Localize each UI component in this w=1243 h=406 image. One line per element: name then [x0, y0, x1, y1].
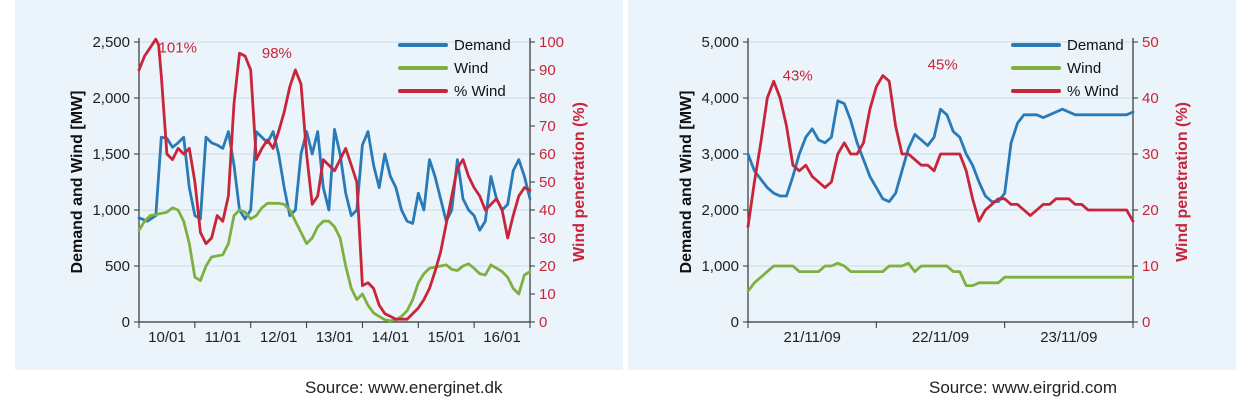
y-tick-label-right: 40 — [1142, 90, 1159, 107]
y-tick-label-right: 30 — [1142, 146, 1159, 163]
y-tick-label-right: 70 — [539, 118, 556, 135]
y-tick-label-right: 50 — [1142, 34, 1159, 51]
y-tick-label-right: 50 — [539, 174, 556, 191]
y-tick-label-left: 0 — [122, 314, 130, 331]
y-tick-label-right: 10 — [1142, 258, 1159, 275]
source-label-left: Source: www.energinet.dk — [305, 378, 503, 397]
chart-left: 0 500 1,000 1,500 2,000 2,500 0 10 20 30 40 50 60 70 8… — [69, 34, 588, 346]
y-tick-label-left: 1,000 — [92, 202, 130, 219]
x-tick-label: 14/01 — [372, 329, 410, 346]
peak-annotation: 101% — [159, 40, 197, 57]
x-tick-label: 10/01 — [148, 329, 186, 346]
x-tick-label: 13/01 — [316, 329, 354, 346]
legend-label: Demand — [1067, 37, 1124, 54]
right-series-wind-line — [746, 74, 1135, 229]
legend-label: Wind — [454, 60, 488, 77]
y-tick-label-right: 60 — [539, 146, 556, 163]
peak-annotation: 98% — [262, 45, 292, 62]
y-tick-label-right: 30 — [539, 230, 556, 247]
y-tick-label-left: 500 — [105, 258, 130, 275]
y-tick-label-right: 100 — [539, 34, 564, 51]
y-tick-label-left: 0 — [731, 314, 739, 331]
source-label-right: Source: www.eirgrid.com — [929, 378, 1118, 397]
y-tick-label-right: 10 — [539, 286, 556, 303]
y-tick-label-right: 20 — [1142, 202, 1159, 219]
x-tick-label: 23/11/09 — [1040, 329, 1097, 346]
left-series-wind-line — [137, 201, 532, 323]
legend-label: Wind — [1067, 60, 1101, 77]
y-tick-label-left: 5,000 — [701, 34, 739, 51]
legend-label: % Wind — [1067, 83, 1119, 100]
x-tick-label: 21/11/09 — [784, 329, 841, 346]
right-series-demand-line — [746, 99, 1135, 204]
y-tick-label-right: 0 — [1142, 314, 1150, 331]
y-tick-label-left: 2,500 — [92, 34, 130, 51]
x-tick-label: 16/01 — [483, 329, 521, 346]
y-axis-title-right: Wind penetration (%) — [1174, 102, 1191, 262]
y-tick-label-left: 4,000 — [701, 90, 739, 107]
y-tick-label-left: 2,000 — [92, 90, 130, 107]
chart-panel-right: 0 1,000 2,000 3,000 4,000 5,000 0 10 20 30 40 50 21/… — [628, 0, 1236, 397]
right-series-wind-line — [746, 261, 1135, 293]
y-tick-label-left: 2,000 — [701, 202, 739, 219]
y-tick-label-left: 1,500 — [92, 146, 130, 163]
chart-panel-left: 0 500 1,000 1,500 2,000 2,500 0 10 20 30 40 50 60 70 8… — [15, 0, 623, 397]
legend-label: Demand — [454, 37, 511, 54]
peak-annotation: 43% — [783, 68, 813, 85]
y-tick-label-right: 20 — [539, 258, 556, 275]
x-tick-label: 12/01 — [260, 329, 298, 346]
y-tick-label-right: 40 — [539, 202, 556, 219]
y-tick-label-left: 3,000 — [701, 146, 739, 163]
x-tick-label: 15/01 — [427, 329, 465, 346]
y-axis-title-right: Wind penetration (%) — [571, 102, 588, 262]
y-tick-label-right: 0 — [539, 314, 547, 331]
left-series-wind-line — [137, 37, 532, 321]
x-tick-label: 11/01 — [205, 329, 241, 346]
y-tick-label-left: 1,000 — [701, 258, 739, 275]
chart-right: 0 1,000 2,000 3,000 4,000 5,000 0 10 20 30 40 50 21/… — [678, 34, 1191, 346]
y-axis-title-left: Demand and Wind [MW] — [69, 91, 86, 274]
y-tick-label-right: 80 — [539, 90, 556, 107]
y-tick-label-right: 90 — [539, 62, 556, 79]
peak-annotation: 45% — [928, 56, 958, 73]
left-series-demand-line — [137, 127, 532, 232]
legend-label: % Wind — [454, 83, 506, 100]
y-axis-title-left: Demand and Wind [MW] — [678, 91, 695, 274]
x-tick-label: 22/11/09 — [912, 329, 969, 346]
